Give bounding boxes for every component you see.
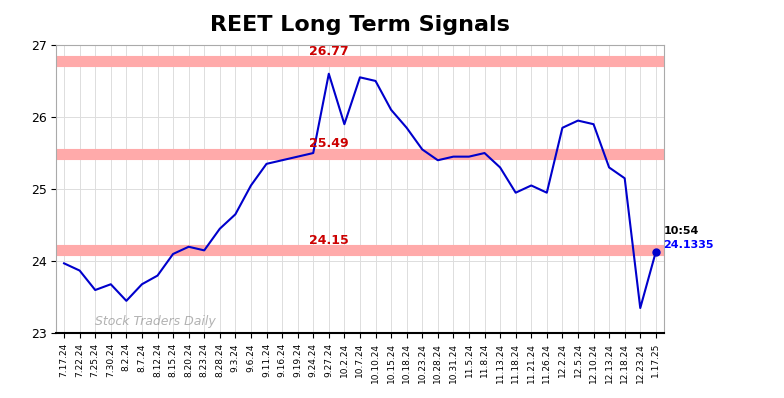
Text: 10:54: 10:54	[663, 226, 699, 236]
Title: REET Long Term Signals: REET Long Term Signals	[210, 15, 510, 35]
Text: 24.15: 24.15	[309, 234, 349, 247]
Text: 26.77: 26.77	[309, 45, 349, 58]
Text: 24.1335: 24.1335	[663, 240, 714, 250]
Text: 25.49: 25.49	[309, 137, 349, 150]
Text: Stock Traders Daily: Stock Traders Daily	[95, 314, 216, 328]
